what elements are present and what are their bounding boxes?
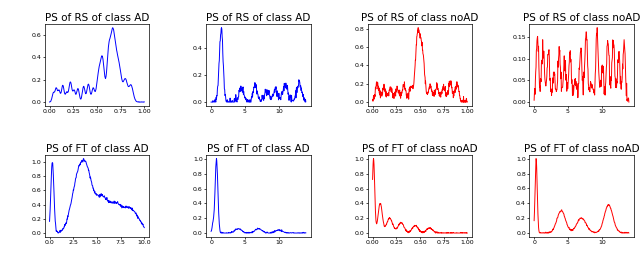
Title: PS of RS of class AD: PS of RS of class AD [206, 13, 310, 23]
Title: PS of FT of class AD: PS of FT of class AD [45, 144, 148, 154]
Title: PS of RS of class AD: PS of RS of class AD [45, 13, 149, 23]
Title: PS of RS of class noAD: PS of RS of class noAD [361, 13, 479, 23]
Title: PS of FT of class AD: PS of FT of class AD [207, 144, 310, 154]
Title: PS of RS of class noAD: PS of RS of class noAD [523, 13, 640, 23]
Title: PS of FT of class noAD: PS of FT of class noAD [524, 144, 639, 154]
Title: PS of FT of class noAD: PS of FT of class noAD [362, 144, 478, 154]
